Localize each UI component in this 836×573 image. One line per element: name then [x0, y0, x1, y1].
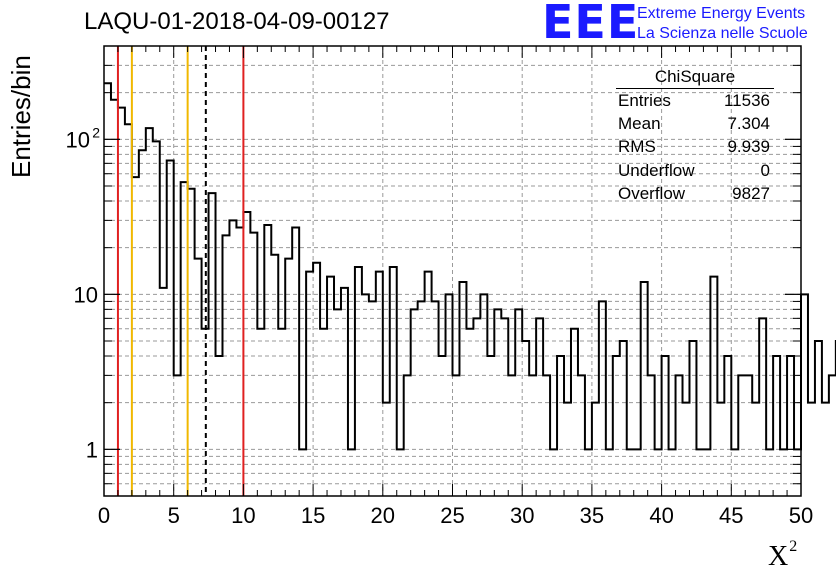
x-tick-label: 45	[719, 503, 743, 528]
x-axis-label-base: X	[768, 541, 789, 572]
x-tick-label: 30	[510, 503, 534, 528]
logo-tagline-1: Extreme Energy Events	[637, 5, 806, 22]
stats-box: ChiSquare Entries 11536 Mean 7.304 RMS 9.93…	[610, 66, 778, 205]
stats-value: 11536	[723, 91, 770, 110]
stats-label: RMS	[618, 137, 656, 157]
x-tick-label: 25	[440, 503, 464, 528]
x-tick-label: 10	[231, 503, 255, 528]
stats-title: ChiSquare	[616, 66, 774, 89]
y-tick-label: 10	[66, 127, 90, 152]
x-axis-label-exponent: 2	[789, 538, 798, 555]
stats-row-underflow: Underflow 0	[610, 159, 778, 182]
histogram-series	[104, 82, 836, 451]
run-title: LAQU-01-2018-04-09-00127	[84, 8, 390, 35]
stats-label: Underflow	[618, 160, 695, 180]
x-tick-label: 20	[371, 503, 395, 528]
x-axis-label: X2	[768, 538, 797, 573]
y-tick-label: 10	[74, 282, 98, 307]
x-tick-label: 15	[301, 503, 325, 528]
stats-value: 0	[760, 160, 770, 180]
y-tick-label: 1	[86, 437, 98, 462]
stats-row-rms: RMS 9.939	[610, 135, 778, 158]
y-axis-label: Entries/bin	[6, 55, 36, 178]
x-tick-label: 40	[649, 503, 673, 528]
x-tick-label: 5	[168, 503, 180, 528]
x-tick-label: 0	[98, 503, 110, 528]
logo-tagline-2: La Scienza nelle Scuole	[637, 25, 808, 42]
y-tick-exponent: 2	[92, 124, 100, 140]
stats-row-entries: Entries 11536	[610, 89, 778, 112]
stats-value: 9827	[732, 183, 770, 203]
x-tick-label: 35	[580, 503, 604, 528]
stats-value: 9.939	[727, 137, 770, 157]
stats-row-overflow: Overflow 9827	[610, 182, 778, 205]
eee-logo-mark: EEE	[542, 0, 640, 49]
stats-label: Entries	[618, 91, 671, 110]
stats-label: Mean	[618, 114, 661, 134]
stats-label: Overflow	[618, 183, 686, 203]
stats-row-mean: Mean 7.304	[610, 112, 778, 135]
stats-value: 7.304	[727, 114, 770, 134]
x-tick-label: 50	[789, 503, 813, 528]
